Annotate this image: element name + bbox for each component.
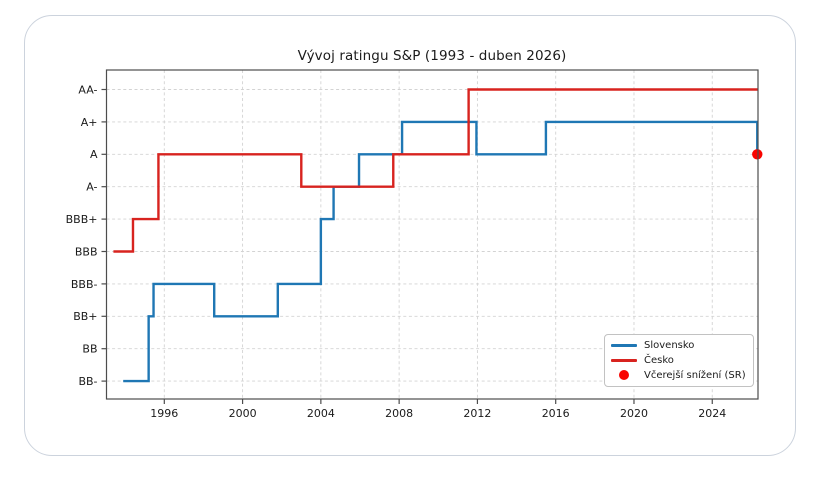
plot-frame (105, 69, 759, 400)
y-tick-label: AA- (78, 83, 97, 96)
legend-label-cesko: Česko (644, 355, 674, 366)
y-tick-label: BB- (78, 375, 97, 388)
y-tick-label: A+ (81, 116, 98, 129)
y-tick-label: BBB- (71, 278, 98, 291)
x-tick-label: 2004 (307, 407, 335, 420)
x-tick-label: 2020 (620, 407, 648, 420)
x-tick-label: 2016 (542, 407, 570, 420)
chart-title: Vývoj ratingu S&P (1993 - duben 2026) (297, 48, 567, 64)
legend-item-cesko: Česko (611, 354, 747, 368)
downgrade-dot-swatch (619, 370, 629, 381)
y-tick-label: A (90, 148, 98, 161)
x-tick-label: 2012 (463, 407, 491, 420)
cesko-line-swatch (611, 359, 637, 362)
series-line-cesko (113, 88, 758, 253)
x-tick-label: 2000 (229, 407, 257, 420)
x-tick-label: 2024 (698, 407, 726, 420)
y-tick-label: BB (82, 343, 97, 356)
legend-label-slovensko: Slovensko (644, 340, 695, 352)
y-tick-label: BBB (75, 245, 98, 258)
series-line-slovensko (123, 120, 759, 383)
downgrade-marker-dot (752, 149, 763, 160)
legend-item-downgrade-marker: Včerejší snížení (SR) (611, 368, 747, 382)
legend-label-downgrade: Včerejší snížení (SR) (644, 369, 746, 381)
chart-legend: Slovensko Česko Včerejší snížení (SR) (604, 334, 754, 387)
x-tick-label: 2008 (385, 407, 413, 420)
x-tick-label: 1996 (150, 407, 178, 420)
slovensko-line-swatch (611, 344, 637, 348)
legend-item-slovensko: Slovensko (611, 339, 747, 353)
y-tick-label: BBB+ (66, 213, 98, 226)
y-tick-label: BB+ (73, 310, 97, 323)
y-tick-label: A- (86, 181, 97, 194)
